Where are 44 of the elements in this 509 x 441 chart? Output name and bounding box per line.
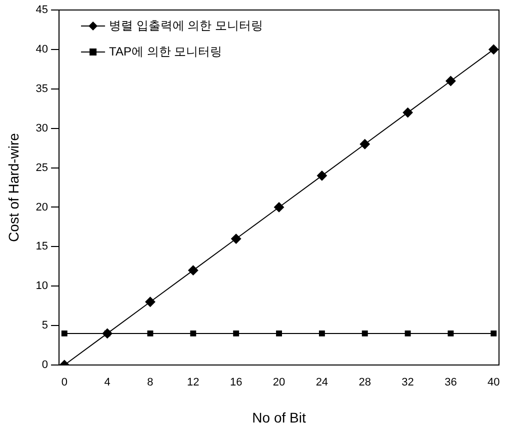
x-tick-label: 16 <box>230 376 242 389</box>
y-axis-title: Cost of Hard-wire <box>5 132 22 242</box>
x-tick-label: 24 <box>316 376 328 389</box>
point <box>360 139 370 150</box>
point <box>233 330 240 336</box>
point <box>147 330 154 336</box>
y-tick-label: 15 <box>36 240 48 253</box>
y-tick-label: 35 <box>36 82 48 95</box>
y-tick-label: 20 <box>36 201 48 214</box>
y-tick-label: 5 <box>42 320 48 332</box>
y-tick-label: 40 <box>36 43 48 56</box>
x-tick-label: 0 <box>61 376 68 389</box>
x-tick-label: 12 <box>187 376 200 389</box>
point <box>145 296 156 307</box>
point <box>362 330 368 336</box>
x-tick-label: 40 <box>488 376 500 389</box>
point <box>274 202 284 212</box>
point <box>276 330 282 336</box>
y-tick-label: 10 <box>36 280 48 292</box>
x-tick-label: 28 <box>358 376 371 389</box>
x-axis-title: No of Bit <box>252 409 306 426</box>
x-tick-label: 32 <box>402 376 414 389</box>
point <box>61 330 68 336</box>
point <box>488 44 499 54</box>
point <box>318 330 325 336</box>
point <box>402 108 413 118</box>
y-tick-label: 0 <box>42 359 48 372</box>
legend-label: TAP에 의한 모니터링 <box>109 44 222 58</box>
point <box>231 234 242 244</box>
point <box>404 330 411 336</box>
point <box>316 170 327 181</box>
x-tick-label: 20 <box>272 376 286 389</box>
legend-label: 병렬 입출력에 의한 모니터링 <box>109 18 264 32</box>
point <box>188 265 198 276</box>
x-tick-label: 4 <box>104 376 110 389</box>
x-tick-label: 36 <box>444 376 457 389</box>
point <box>190 330 196 336</box>
x-tick-label: 8 <box>147 376 154 389</box>
point <box>448 330 454 336</box>
point <box>446 76 456 86</box>
y-tick-label: 45 <box>36 4 48 16</box>
y-tick-label: 25 <box>36 162 48 174</box>
y-tick-label: 30 <box>36 122 48 134</box>
point <box>490 330 497 336</box>
